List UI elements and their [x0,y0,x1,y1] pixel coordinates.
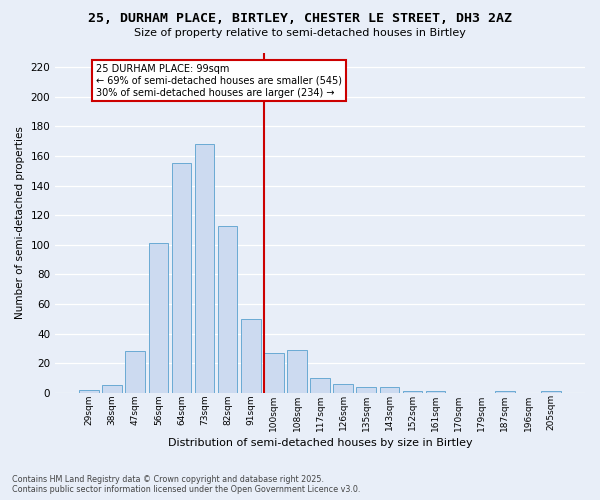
Bar [241,319,260,393]
Bar [334,384,353,393]
Text: Contains HM Land Registry data © Crown copyright and database right 2025.
Contai: Contains HM Land Registry data © Crown c… [12,474,361,494]
Bar [310,378,330,393]
Bar [149,244,168,393]
Bar [218,226,238,393]
Text: Size of property relative to semi-detached houses in Birtley: Size of property relative to semi-detach… [134,28,466,38]
Bar [541,392,561,393]
Y-axis label: Number of semi-detached properties: Number of semi-detached properties [15,126,25,319]
Bar [79,390,99,393]
Bar [356,387,376,393]
Bar [495,392,515,393]
Text: 25 DURHAM PLACE: 99sqm
← 69% of semi-detached houses are smaller (545)
30% of se: 25 DURHAM PLACE: 99sqm ← 69% of semi-det… [96,64,342,98]
Bar [125,352,145,393]
Bar [172,164,191,393]
Bar [264,353,284,393]
Bar [380,387,399,393]
Bar [403,392,422,393]
Bar [426,392,445,393]
Text: 25, DURHAM PLACE, BIRTLEY, CHESTER LE STREET, DH3 2AZ: 25, DURHAM PLACE, BIRTLEY, CHESTER LE ST… [88,12,512,26]
X-axis label: Distribution of semi-detached houses by size in Birtley: Distribution of semi-detached houses by … [168,438,472,448]
Bar [195,144,214,393]
Bar [103,386,122,393]
Bar [287,350,307,393]
